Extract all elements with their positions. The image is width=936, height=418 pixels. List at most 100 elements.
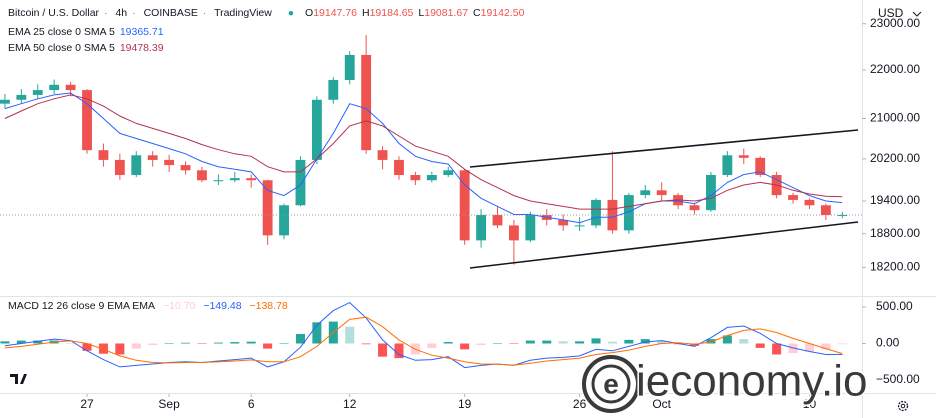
candle-body (820, 205, 831, 216)
histogram-bar (804, 343, 814, 352)
currency-dropdown[interactable] (912, 11, 922, 17)
histogram-bar (443, 342, 453, 344)
x-tick-label: 26 (573, 397, 587, 411)
histogram-bar (115, 343, 125, 355)
candle-body (213, 180, 224, 182)
histogram-bar (575, 341, 585, 344)
candle-body (311, 99, 322, 160)
candle-body (32, 90, 43, 95)
candle-body (689, 205, 700, 211)
candle-body (738, 155, 749, 158)
candle-body (558, 219, 569, 226)
plot-area (0, 35, 862, 369)
exchange: COINBASE (143, 7, 198, 19)
candle-body (623, 195, 634, 231)
histogram-bar (148, 343, 158, 345)
histogram-bar (772, 343, 782, 355)
histogram-bar (624, 339, 634, 344)
histogram-bar (739, 339, 749, 344)
candle-body (197, 170, 207, 181)
candle-body (492, 215, 503, 226)
legend-label: EMA 50 close 0 SMA 5 (8, 42, 115, 54)
y-tick-label: 21000.00 (870, 111, 920, 125)
candle-body (65, 84, 76, 91)
histogram-bar (66, 343, 76, 344)
ohlc-value: 19142.50 (480, 7, 525, 19)
trend-line (469, 221, 859, 269)
candle-body (410, 174, 421, 181)
candle-body (0, 99, 10, 104)
histogram-bar (591, 338, 601, 344)
histogram-bar (755, 343, 765, 348)
macd-line (4, 316, 843, 366)
symbol: Bitcoin / U.S. Dollar (8, 7, 100, 19)
candle-body (164, 159, 175, 166)
interval: 4h (115, 7, 128, 19)
histogram-bar (230, 342, 240, 344)
candle-body (706, 174, 716, 211)
histogram-bar (657, 340, 667, 344)
candle-body (180, 165, 191, 171)
y-tick-label: 500.00 (876, 299, 913, 313)
candle-body (837, 215, 848, 217)
histogram-bar (509, 343, 519, 345)
candle-body (426, 174, 437, 181)
histogram-bar (131, 343, 141, 349)
candle-body (394, 159, 404, 175)
ohlc-label: H (362, 7, 370, 19)
histogram-bar (427, 343, 437, 348)
y-tick-label: 18800.00 (870, 226, 920, 240)
source: TradingView (214, 7, 272, 19)
candle-body (755, 157, 766, 175)
histogram-bar (98, 343, 108, 354)
x-tick-label: 10 (803, 397, 817, 411)
ohlc-label: O (305, 7, 314, 19)
x-tick-label: 19 (458, 397, 472, 411)
histogram-bar (164, 343, 174, 344)
histogram-bar (492, 343, 503, 344)
macd-value: −149.48 (203, 300, 242, 312)
candle-body (229, 178, 240, 181)
histogram-bar (345, 326, 355, 344)
histogram-bar (82, 343, 92, 351)
watermark-logo-letter: e (603, 368, 619, 399)
ohlc-values: O19147.76 H19184.65 L19081.67 C19142.50 (305, 7, 529, 19)
candle-body (49, 84, 60, 91)
candle-body (279, 205, 289, 236)
legend-value: 19365.71 (119, 26, 164, 38)
watermark: e ieconomy.io (582, 355, 869, 413)
y-tick-label: 23000.00 (870, 16, 920, 30)
watermark-text: ieconomy.io (636, 357, 868, 406)
axes: 18200.00 18800.00 19400.00 20200.00 21000.00… (80, 16, 920, 411)
y-tick-label: 18200.00 (870, 260, 920, 274)
ohlc-value: 19081.67 (424, 7, 469, 19)
candle-body (640, 190, 651, 196)
histogram-bar (263, 343, 273, 349)
macd-legend: MACD 12 26 close 9 EMA EMA −10.70 −149.4… (8, 300, 293, 312)
candle-body (656, 190, 667, 196)
ohlc-value: 19184.65 (369, 7, 414, 19)
candle-body (16, 94, 27, 100)
histogram-bar (213, 342, 223, 344)
candle-body (147, 155, 158, 160)
candle-body (361, 54, 372, 151)
tv-logo (10, 374, 27, 384)
candle-body (722, 155, 733, 175)
ohlc-value: 19147.76 (313, 7, 357, 19)
histogram-bar (361, 343, 371, 345)
candle-body (114, 159, 125, 175)
x-tick-label: 6 (248, 397, 255, 411)
candle-body (82, 90, 92, 151)
candle-body (377, 150, 388, 160)
market-status-dot: ● (287, 7, 295, 19)
histogram-bar (378, 343, 388, 357)
ema50-legend: EMA 50 close 0 SMA 5 19478.39 (8, 42, 169, 54)
histogram-bar (312, 322, 322, 344)
settings-icon[interactable] (897, 400, 909, 412)
histogram-bar (279, 343, 289, 345)
y-tick-label: 20200.00 (870, 151, 920, 165)
histogram-bar (33, 340, 43, 344)
histogram-bar (607, 341, 617, 344)
candle-body (476, 215, 487, 241)
